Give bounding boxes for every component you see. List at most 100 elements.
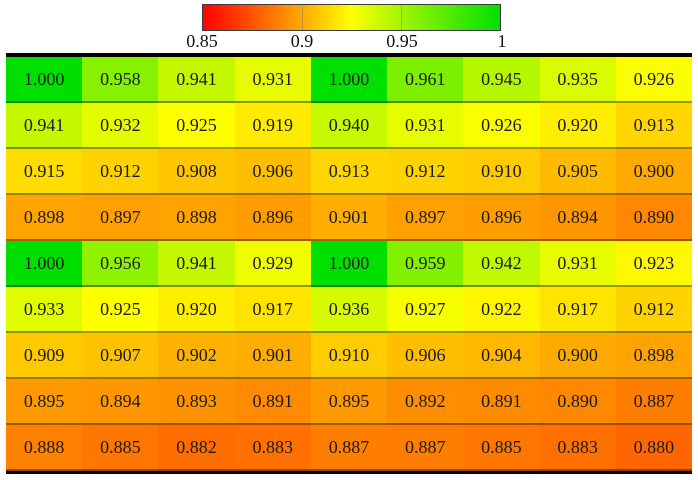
heatmap-row: 0.898 0.897 0.898 0.896 0.901 0.897 0.896 0.894… [6, 195, 692, 241]
heatmap-cell: 0.936 [310, 287, 388, 333]
heatmap-cell: 0.898 [158, 195, 235, 241]
heatmap-cell: 0.913 [310, 149, 388, 195]
heatmap-cell: 0.892 [387, 379, 464, 425]
heatmap-cell: 0.894 [539, 195, 616, 241]
heatmap-cell: 0.885 [463, 425, 540, 471]
heatmap-cell: 0.891 [463, 379, 540, 425]
colorbar-tick-label: 0.85 [186, 31, 218, 51]
heatmap-cell: 0.959 [387, 241, 464, 287]
heatmap-cell: 0.901 [310, 195, 388, 241]
heatmap-cell: 0.900 [539, 333, 616, 379]
heatmap-cell: 1.000 [6, 241, 83, 287]
heatmap-cell: 0.913 [615, 103, 692, 149]
heatmap-cell: 0.910 [310, 333, 388, 379]
heatmap-cell: 0.880 [615, 425, 692, 471]
heatmap-cell: 0.915 [6, 149, 83, 195]
heatmap-cell: 0.912 [387, 149, 464, 195]
heatmap-cell: 0.942 [463, 241, 540, 287]
heatmap-cell: 0.900 [615, 149, 692, 195]
heatmap-row: 0.915 0.912 0.908 0.906 0.913 0.912 0.910 0.905… [6, 149, 692, 195]
heatmap-row: 0.941 0.932 0.925 0.919 0.940 0.931 0.926 0.920… [6, 103, 692, 149]
heatmap-cell: 0.896 [234, 195, 311, 241]
heatmap-cell: 0.908 [158, 149, 235, 195]
heatmap-cell: 0.890 [539, 379, 616, 425]
heatmap-cell: 0.887 [310, 425, 388, 471]
heatmap-cell: 1.000 [310, 57, 388, 103]
heatmap-cell: 0.945 [463, 57, 540, 103]
heatmap-cell: 0.907 [82, 333, 159, 379]
heatmap-cell: 0.897 [82, 195, 159, 241]
heatmap-cell: 0.883 [234, 425, 311, 471]
heatmap-row: 0.933 0.925 0.920 0.917 0.936 0.927 0.922 0.917… [6, 287, 692, 333]
heatmap-cell: 0.883 [539, 425, 616, 471]
colorbar-tick-label: 0.95 [386, 31, 418, 51]
colorbar-tick-label: 1 [497, 31, 507, 51]
heatmap-cell: 0.941 [158, 57, 235, 103]
heatmap-cell: 0.906 [387, 333, 464, 379]
heatmap-cell: 0.909 [6, 333, 83, 379]
heatmap-cell: 0.920 [539, 103, 616, 149]
heatmap-cell: 0.898 [615, 333, 692, 379]
heatmap-cell: 0.888 [6, 425, 83, 471]
heatmap-cell: 0.919 [234, 103, 311, 149]
heatmap-cell: 0.923 [615, 241, 692, 287]
heatmap-cell: 0.941 [6, 103, 83, 149]
heatmap-cell: 0.922 [463, 287, 540, 333]
heatmap-cell: 0.925 [82, 287, 159, 333]
heatmap-cell: 0.941 [158, 241, 235, 287]
heatmap-cell: 0.896 [463, 195, 540, 241]
heatmap-cell: 0.891 [234, 379, 311, 425]
heatmap-cell: 0.890 [615, 195, 692, 241]
heatmap-cell: 0.920 [158, 287, 235, 333]
heatmap-cell: 0.917 [539, 287, 616, 333]
heatmap-cell: 0.912 [615, 287, 692, 333]
heatmap-cell: 0.917 [234, 287, 311, 333]
heatmap-cell: 0.898 [6, 195, 83, 241]
heatmap-cell: 0.887 [387, 425, 464, 471]
heatmap-cell: 0.905 [539, 149, 616, 195]
heatmap-cell: 0.902 [158, 333, 235, 379]
heatmap-cell: 0.885 [82, 425, 159, 471]
heatmap-cell: 0.910 [463, 149, 540, 195]
heatmap-cell: 0.933 [6, 287, 83, 333]
heatmap-cell: 0.931 [387, 103, 464, 149]
heatmap-cell: 0.956 [82, 241, 159, 287]
heatmap-cell: 0.893 [158, 379, 235, 425]
heatmap-cell: 0.895 [6, 379, 83, 425]
heatmap-cell: 0.932 [82, 103, 159, 149]
heatmap-cell: 0.895 [310, 379, 388, 425]
heatmap-cell: 0.887 [615, 379, 692, 425]
colorbar-tick-label: 0.9 [290, 31, 314, 51]
heatmap-cell: 0.931 [539, 241, 616, 287]
heatmap-cell: 0.925 [158, 103, 235, 149]
colorbar [202, 4, 501, 31]
heatmap-cell: 0.958 [82, 57, 159, 103]
heatmap-cell: 0.904 [463, 333, 540, 379]
heatmap-cell: 0.882 [158, 425, 235, 471]
heatmap-cell: 0.927 [387, 287, 464, 333]
heatmap-cell: 0.901 [234, 333, 311, 379]
heatmap-cell: 0.912 [82, 149, 159, 195]
colorbar-tick-mark [301, 5, 303, 30]
heatmap-cell: 0.906 [234, 149, 311, 195]
colorbar-tick-labels: 0.85 0.9 0.95 1 [186, 31, 506, 51]
heatmap-row: 1.000 0.958 0.941 0.931 1.000 0.961 0.945 0.935… [6, 57, 692, 103]
heatmap-cell: 0.931 [234, 57, 311, 103]
heatmap-cell: 1.000 [6, 57, 83, 103]
heatmap-table: 1.000 0.958 0.941 0.931 1.000 0.961 0.945 0.935… [6, 53, 692, 474]
heatmap-cell: 0.940 [310, 103, 388, 149]
heatmap-cell: 0.935 [539, 57, 616, 103]
heatmap-cell: 0.929 [234, 241, 311, 287]
heatmap-cell: 1.000 [310, 241, 388, 287]
heatmap-cell: 0.897 [387, 195, 464, 241]
heatmap-cell: 0.926 [615, 57, 692, 103]
heatmap-row: 1.000 0.956 0.941 0.929 1.000 0.959 0.942 0.931… [6, 241, 692, 287]
heatmap-cell: 0.926 [463, 103, 540, 149]
heatmap-row: 0.895 0.894 0.893 0.891 0.895 0.892 0.891 0.890… [6, 379, 692, 425]
heatmap-row: 0.888 0.885 0.882 0.883 0.887 0.887 0.885 0.883… [6, 425, 692, 471]
heatmap-cell: 0.894 [82, 379, 159, 425]
colorbar-tick-mark [401, 5, 402, 30]
heatmap-row: 0.909 0.907 0.902 0.901 0.910 0.906 0.904 0.900… [6, 333, 692, 379]
heatmap-cell: 0.961 [387, 57, 464, 103]
